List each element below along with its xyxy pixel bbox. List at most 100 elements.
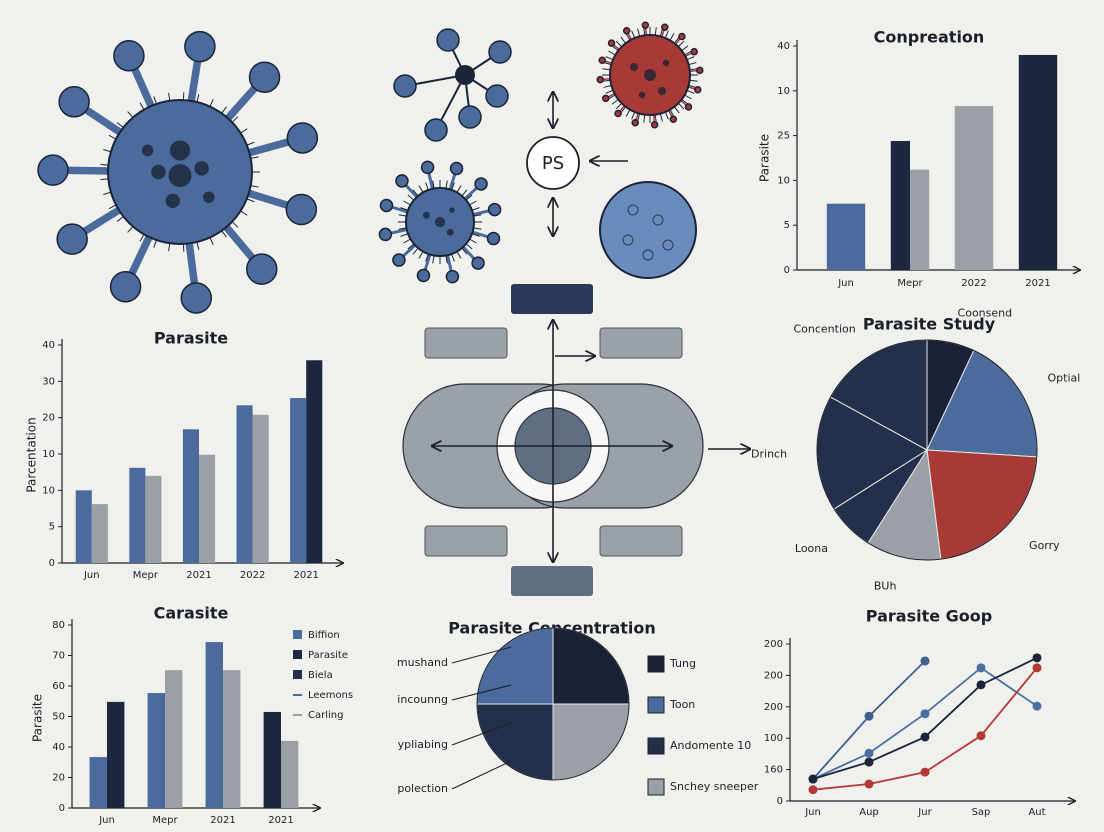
x-tick-label: 2021 [186,570,211,581]
hair [615,102,623,110]
hair [677,40,685,48]
box [599,525,683,557]
hair [461,247,468,255]
legend-label: Tung [669,657,696,670]
knob [622,27,631,35]
knob [694,86,702,94]
x-tick-label: Jun [804,807,821,818]
hair [659,28,663,37]
hair [153,239,157,248]
slice-label: Coonsend [958,306,1013,319]
virus-dot [203,191,215,203]
x-tick-label: Mepr [897,278,923,289]
hair [127,111,134,118]
knob [286,122,319,154]
point [976,731,986,741]
hair [603,84,612,88]
pie-outline [476,627,630,781]
y-tick-label: 200 [764,639,783,650]
legend-swatch [293,670,302,679]
hair [116,122,124,128]
blob-dot [622,234,634,246]
y-tick-label: 20 [52,773,65,784]
cell-blob [599,181,697,279]
hair [664,30,669,39]
hair [631,30,636,39]
knob [285,193,318,226]
bar [910,169,930,270]
bar [290,398,307,563]
knob [641,21,650,29]
hair [240,128,248,134]
chart-title: Parasite [154,329,228,348]
slice-label: Concention [793,322,855,335]
y-tick-label: 30 [42,376,55,387]
bar [91,504,108,563]
leader-line [451,646,512,664]
pie-slice [552,703,630,781]
point [808,785,818,795]
atom [393,74,417,98]
bar [129,467,146,563]
knob [445,269,460,284]
x-tick-label: Aup [859,807,879,818]
hair [602,79,611,82]
hair [400,207,409,211]
hair [250,156,259,159]
hair [686,56,695,61]
legend-label: Leemons [308,690,353,701]
annotation: mushand [397,656,448,669]
y-tick-label: 25 [777,131,790,142]
hair [689,79,698,82]
y-tick-label: 40 [777,41,790,52]
point [864,757,874,767]
hair [100,163,109,166]
legend-label: Carling [308,710,343,721]
y-tick-label: 0 [784,265,790,276]
hair [400,233,409,237]
bar [199,454,216,563]
hair [168,92,171,101]
hair [445,180,448,189]
point [864,748,874,758]
knob [669,115,678,123]
box [511,284,593,314]
pie-slice [476,627,554,705]
leader-line [451,722,512,746]
legend-swatch [293,630,302,639]
point [1032,653,1042,663]
hair [432,255,435,264]
bar [165,670,183,808]
hair [602,68,611,71]
hair [246,198,255,203]
point [808,774,818,784]
virus-dot [434,216,446,228]
hair [221,106,227,114]
x-tick-label: Jun [837,278,854,289]
legend-swatch [647,696,665,714]
hair [403,238,411,244]
blob-dot [627,204,639,216]
legend-swatch [647,737,665,755]
x-tick-label: Jun [83,570,100,581]
hair [103,148,112,153]
atom [436,28,460,52]
bar [1038,54,1058,271]
legend-label: Biffion [308,630,340,641]
hair [407,243,415,250]
x-tick-label: Mepr [152,815,178,826]
legend-swatch [647,778,665,796]
x-tick-label: 2022 [240,570,265,581]
virus-dot [194,161,209,176]
slice-label: Drinch [751,447,787,460]
hair [127,226,134,233]
virus-dot [169,140,191,161]
annotation: polection [397,782,448,795]
hair [398,227,407,230]
annotation: ypliabing [398,738,448,751]
hair [611,45,619,52]
hair [139,234,145,242]
bar [1018,54,1038,271]
y-tick-label: 0 [777,796,783,807]
hair [611,98,619,105]
